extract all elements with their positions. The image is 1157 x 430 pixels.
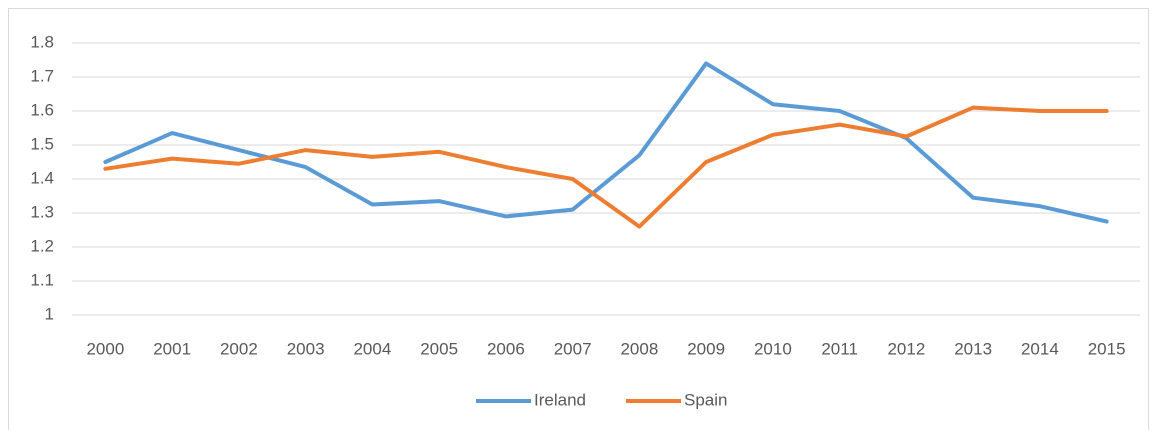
x-tick-label: 2014 [1021, 339, 1059, 358]
y-tick-label: 1.8 [30, 32, 54, 51]
x-tick-label: 2002 [220, 339, 258, 358]
x-tick-label: 2012 [887, 339, 925, 358]
x-tick-label: 2007 [554, 339, 592, 358]
y-tick-label: 1.7 [30, 66, 54, 85]
x-tick-label: 2008 [620, 339, 658, 358]
series-line [103, 61, 1109, 224]
x-tick-label: 2005 [420, 339, 458, 358]
y-tick-label: 1.6 [30, 100, 54, 119]
x-tick-label: 2004 [353, 339, 391, 358]
x-tick-label: 2006 [487, 339, 525, 358]
legend-label: Spain [684, 390, 727, 409]
x-tick-label: 2015 [1088, 339, 1126, 358]
y-tick-label: 1.3 [30, 202, 54, 221]
x-tick-label: 2003 [287, 339, 325, 358]
x-tick-label: 2000 [86, 339, 124, 358]
series-line [103, 105, 1109, 229]
y-tick-label: 1.1 [30, 270, 54, 289]
x-tick-label: 2011 [821, 339, 858, 358]
y-tick-label: 1.4 [30, 168, 54, 187]
x-tick-label: 2013 [954, 339, 992, 358]
legend-label: Ireland [534, 390, 586, 409]
y-tick-label: 1.5 [30, 134, 54, 153]
y-tick-label: 1.2 [30, 236, 54, 255]
x-tick-label: 2010 [754, 339, 792, 358]
x-tick-label: 2009 [687, 339, 725, 358]
x-tick-label: 2001 [153, 339, 191, 358]
chart-frame [8, 8, 1149, 430]
y-tick-label: 1 [45, 304, 54, 323]
